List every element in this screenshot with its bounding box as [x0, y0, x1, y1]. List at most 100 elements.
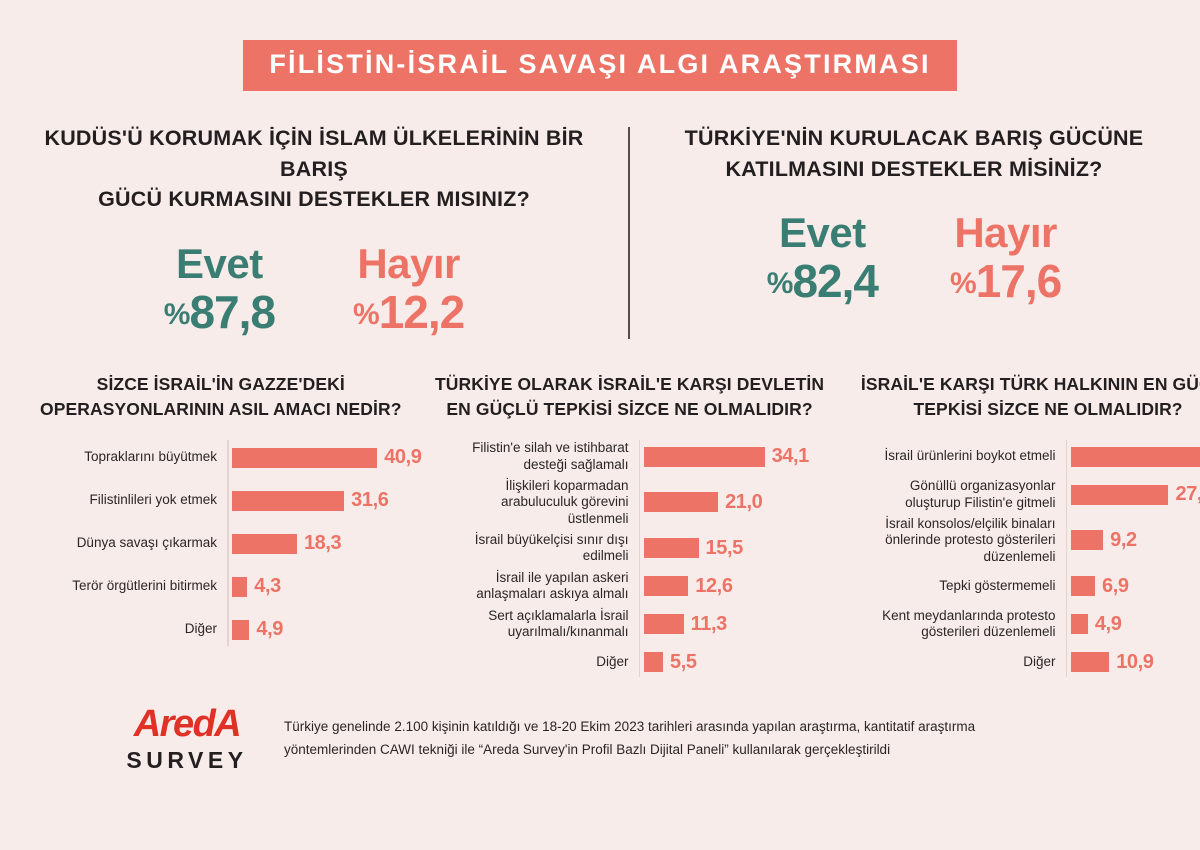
- bar-track: 4,9: [227, 618, 422, 641]
- answer-percent: %17,6: [950, 255, 1063, 308]
- bar-category-line: Diğer: [184, 621, 217, 637]
- bar: [232, 533, 297, 554]
- bar-track: 4,3: [227, 575, 422, 598]
- bar-category-line: Sert açıklamalarla İsrail: [488, 607, 629, 623]
- top-panel-1: KUDÜS'Ü KORUMAK İÇİN İSLAM ÜLKELERİNİN B…: [0, 123, 628, 358]
- chart-body-1: Topraklarını büyütmek 40,9 Filistinlileri …: [20, 439, 422, 648]
- top-questions-section: KUDÜS'Ü KORUMAK İÇİN İSLAM ÜLKELERİNİN B…: [0, 123, 1200, 358]
- chart-title-line: SİZCE İSRAİL'İN GAZZE'DEKİ: [96, 374, 345, 394]
- bar-row: İlişkileri koparmadan arabuluculuk görevi…: [434, 478, 826, 527]
- bar-category-line: anlaşmaları askıya almalı: [476, 586, 629, 602]
- note-line: yöntemlerinden CAWI tekniği ile “Areda S…: [284, 741, 891, 757]
- bar-row: Gönüllü organizasyonlar oluşturup Filisti…: [838, 478, 1200, 512]
- page-title: FİLİSTİN-İSRAİL SAVAŞI ALGI ARAŞTIRMASI: [243, 40, 957, 91]
- chart-title-3: İSRAİL'E KARŞI TÜRK HALKININ EN GÜÇLÜ TE…: [838, 372, 1200, 422]
- bar-category-line: Gönüllü organizasyonlar: [909, 478, 1056, 494]
- answer-percent: %87,8: [163, 285, 276, 339]
- chart-column-3: İSRAİL'E KARŞI TÜRK HALKININ EN GÜÇLÜ TE…: [832, 372, 1200, 683]
- bar-category-line: Diğer: [596, 653, 629, 669]
- bar-category-line: üstlenmeli: [567, 510, 629, 526]
- chart-title-line: TEPKİSİ SİZCE NE OLMALIDIR?: [913, 398, 1183, 419]
- bar-value-label: 27,6: [1175, 483, 1200, 506]
- bar-value-label: 5,5: [670, 650, 697, 673]
- areda-survey-logo: AredA SURVEY: [112, 705, 262, 772]
- question-heading-2: TÜRKİYE'NİN KURULACAK BARIŞ GÜCÜNE KATIL…: [648, 123, 1180, 184]
- percent-value: 17,6: [975, 255, 1063, 308]
- bar-category-line: Terör örgütlerini bitirmek: [72, 578, 217, 594]
- bar-track: 40,5: [1066, 445, 1200, 468]
- bar-category-label: İsrail büyükelçisi sınır dışı edilmeli: [434, 532, 639, 565]
- bar-category-label: İsrail ile yapılan askeri anlaşmaları ask…: [434, 570, 639, 603]
- bar-category-label: İsrail ürünlerini boykot etmeli: [838, 448, 1066, 464]
- logo-wordmark: AredA: [133, 703, 242, 746]
- bar-category-line: Kent meydanlarında protesto: [882, 607, 1056, 623]
- bar: [643, 614, 684, 635]
- answer-yes-1: Evet %87,8: [163, 239, 276, 339]
- bar-category-line: Dünya savaşı çıkarmak: [76, 535, 217, 551]
- bar-track: 5,5: [639, 651, 826, 674]
- bar-track: 9,2: [1066, 529, 1200, 552]
- answers-2: Evet %82,4 Hayır %17,6: [648, 212, 1180, 308]
- bar-row: Sert açıklamalarla İsrail uyarılmalı/kına…: [434, 607, 826, 641]
- bar-category-line: İlişkileri koparmadan: [505, 477, 629, 493]
- bar-category-label: Gönüllü organizasyonlar oluşturup Filisti…: [838, 478, 1066, 511]
- bar-category-label: Dünya savaşı çıkarmak: [20, 535, 227, 551]
- bar-category-line: Diğer: [1023, 653, 1056, 669]
- answer-label: Evet: [176, 239, 263, 287]
- bar-row: Diğer 10,9: [838, 645, 1200, 679]
- chart-column-2: TÜRKİYE OLARAK İSRAİL'E KARŞI DEVLETİN E…: [428, 372, 832, 683]
- bar-category-label: Diğer: [838, 654, 1066, 670]
- answers-1: Evet %87,8 Hayır %12,2: [28, 239, 600, 339]
- bar-category-label: Diğer: [434, 654, 639, 670]
- chart-axis-line: [1065, 439, 1068, 678]
- bar-row: İsrail büyükelçisi sınır dışı edilmeli 15,…: [434, 531, 826, 565]
- bar-category-line: İsrail konsolos/elçilik binaları: [885, 515, 1056, 531]
- bar-category-line: İsrail ürünlerini boykot etmeli: [884, 448, 1056, 464]
- chart-body-2: Filistin'e silah ve istihbarat desteği sa…: [434, 439, 826, 679]
- footer: AredA SURVEY Türkiye genelinde 2.100 kiş…: [0, 705, 1200, 772]
- answer-percent: %82,4: [767, 255, 879, 308]
- bar-value-label: 34,1: [771, 445, 810, 468]
- bar: [232, 447, 378, 468]
- chart-column-1: SİZCE İSRAİL'İN GAZZE'DEKİ OPERASYONLARI…: [14, 372, 428, 683]
- question-heading-1: KUDÜS'Ü KORUMAK İÇİN İSLAM ÜLKELERİNİN B…: [28, 123, 600, 215]
- bar-value-label: 11,3: [690, 612, 728, 635]
- bar-row: İsrail ile yapılan askeri anlaşmaları ask…: [434, 569, 826, 603]
- percent-value: 87,8: [189, 285, 276, 338]
- bar: [232, 576, 248, 597]
- bar-category-line: İsrail büyükelçisi sınır dışı: [474, 531, 629, 547]
- charts-section: SİZCE İSRAİL'İN GAZZE'DEKİ OPERASYONLARI…: [0, 372, 1200, 683]
- bar-value-label: 21,0: [725, 490, 763, 513]
- heading-line: KATILMASINI DESTEKLER MİSİNİZ?: [725, 156, 1103, 181]
- bar-track: 15,5: [639, 537, 826, 560]
- bar: [643, 492, 719, 513]
- percent-symbol: %: [950, 267, 977, 301]
- bar-track: 18,3: [227, 532, 422, 555]
- bar-row: Diğer 4,9: [20, 612, 422, 648]
- answer-label: Hayır: [357, 239, 460, 287]
- bar-category-line: oluşturup Filistin'e gitmeli: [905, 494, 1056, 510]
- percent-value: 12,2: [378, 285, 466, 338]
- bar: [643, 538, 699, 559]
- bar: [1070, 576, 1095, 597]
- bar-row: Filistin'e silah ve istihbarat desteği sa…: [434, 440, 826, 474]
- heading-line: GÜCÜ KURMASINI DESTEKLER MISINIZ?: [98, 187, 530, 212]
- answer-percent: %12,2: [353, 285, 466, 339]
- chart-axis-line: [227, 439, 229, 646]
- answer-label: Hayır: [954, 209, 1057, 257]
- bar-track: 12,6: [639, 575, 826, 598]
- bar-category-label: Diğer: [20, 621, 227, 637]
- bar-row: Terör örgütlerini bitirmek 4,3: [20, 569, 422, 605]
- heading-line: KUDÜS'Ü KORUMAK İÇİN İSLAM ÜLKELERİNİN B…: [44, 126, 584, 181]
- answer-no-2: Hayır %17,6: [950, 209, 1063, 308]
- bar-category-line: Topraklarını büyütmek: [84, 449, 217, 465]
- bar-category-label: Filistinlileri yok etmek: [20, 492, 227, 508]
- bar-track: 11,3: [639, 613, 826, 636]
- bar-row: Filistinlileri yok etmek 31,6: [20, 483, 422, 519]
- logo-subtitle: SURVEY: [126, 747, 248, 774]
- percent-symbol: %: [163, 297, 191, 331]
- vertical-divider: [628, 127, 630, 339]
- bar: [643, 446, 765, 467]
- bar-value-label: 15,5: [705, 536, 744, 559]
- bar-row: İsrail ürünlerini boykot etmeli 40,5: [838, 440, 1200, 474]
